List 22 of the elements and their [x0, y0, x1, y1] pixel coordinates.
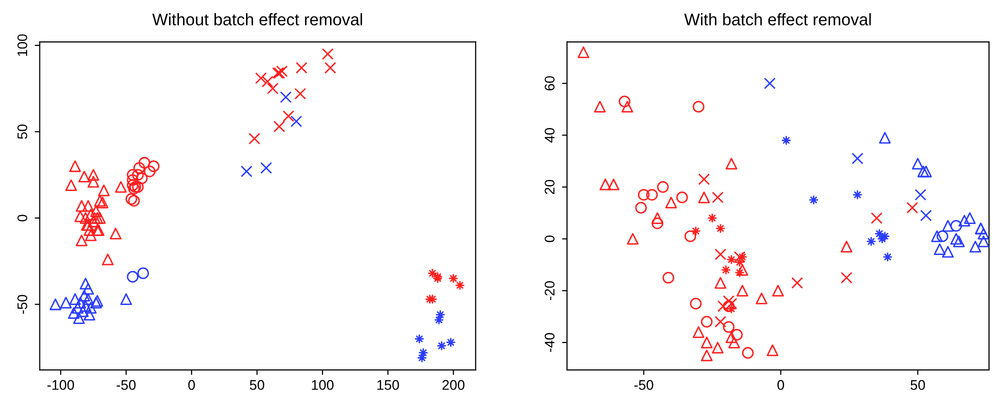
chart-title: With batch effect removal	[684, 13, 871, 26]
x-tick-label: -50	[634, 380, 654, 390]
y-tick-label: 0	[17, 214, 28, 222]
x-tick-label: 50	[910, 380, 925, 390]
x-tick-label: 50	[250, 380, 264, 390]
x-tick-label: 200	[442, 380, 464, 390]
y-tick-label: 100	[17, 34, 28, 56]
x-tick-label: -100	[47, 380, 74, 390]
y-tick-label: -50	[17, 294, 28, 314]
y-tick-label: 0	[544, 236, 555, 242]
y-tick-label: -40	[544, 332, 555, 352]
y-tick-label: 60	[544, 76, 555, 90]
y-tick-label: 50	[17, 124, 28, 139]
y-tick-label: 20	[544, 180, 555, 194]
x-tick-label: -50	[116, 380, 136, 390]
y-tick-label: -20	[544, 281, 555, 300]
x-tick-label: 0	[777, 380, 784, 390]
x-tick-label: 100	[312, 380, 334, 390]
y-tick-label: 40	[544, 128, 555, 143]
chart-title: Without batch effect removal	[152, 13, 362, 26]
x-tick-label: 0	[188, 380, 195, 390]
x-tick-label: 150	[377, 380, 399, 390]
